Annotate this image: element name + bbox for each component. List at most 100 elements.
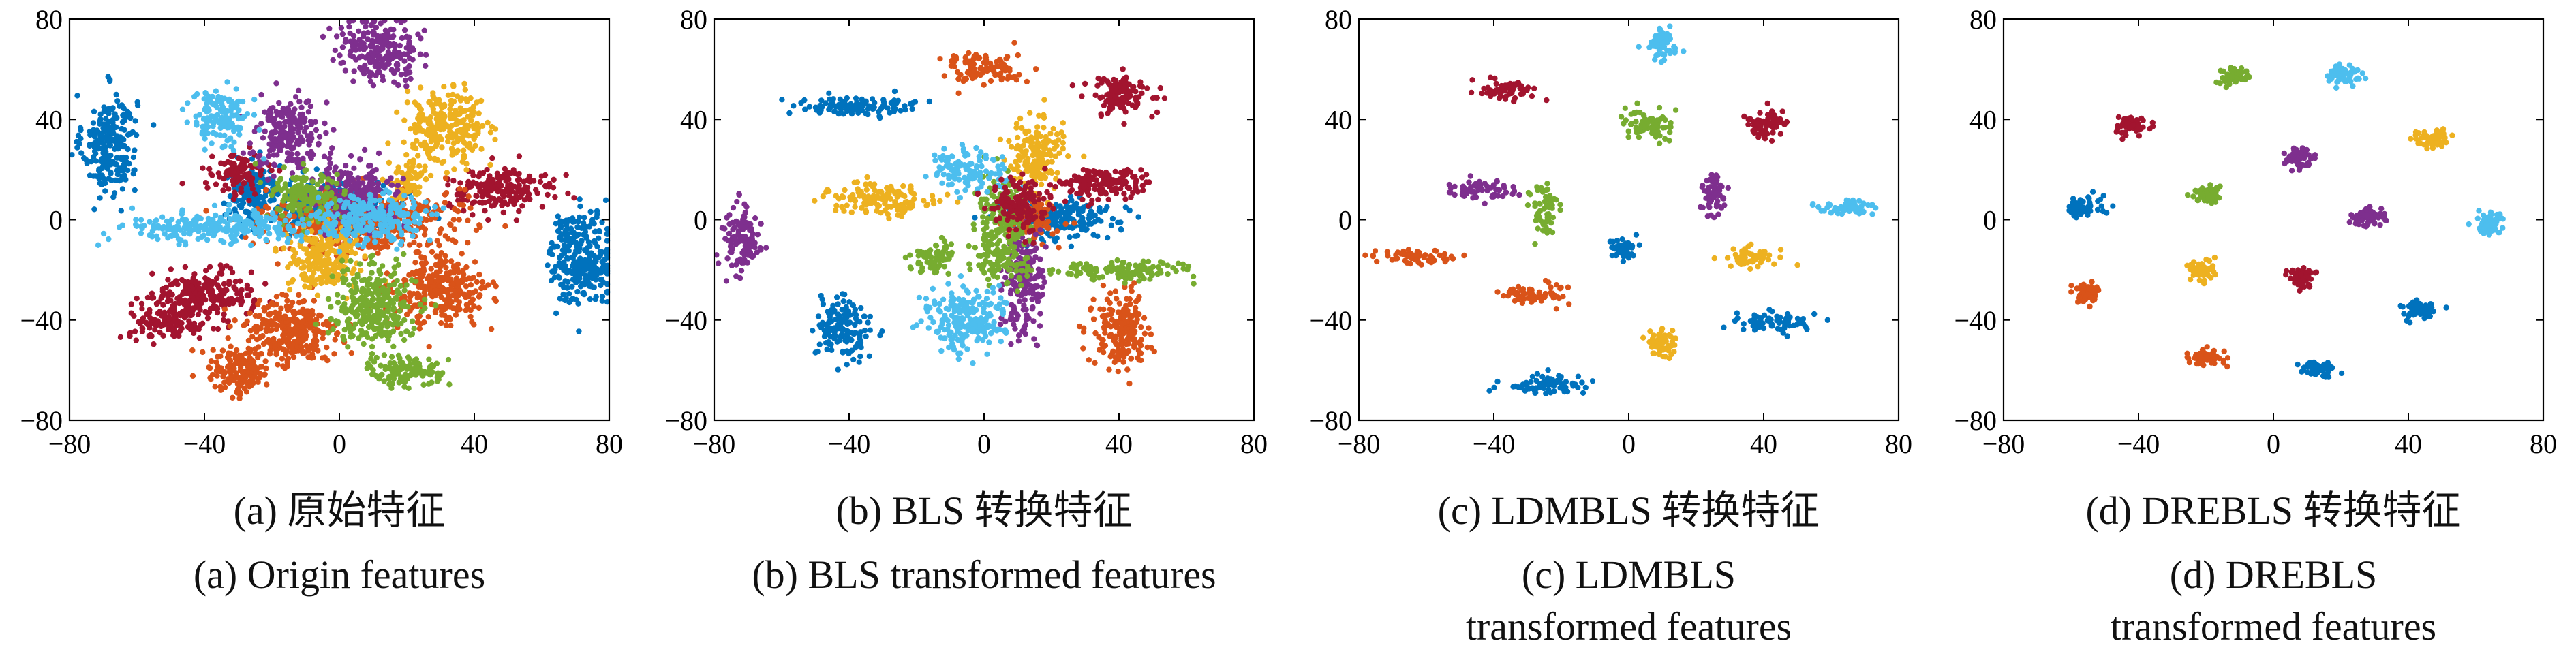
- data-point: [370, 318, 376, 325]
- data-point: [438, 226, 444, 232]
- data-point: [230, 394, 236, 401]
- data-point: [106, 236, 112, 243]
- data-point: [91, 108, 97, 114]
- data-point: [580, 270, 586, 277]
- data-point: [386, 56, 392, 62]
- data-point: [442, 175, 449, 181]
- data-point: [277, 176, 283, 182]
- data-point: [438, 304, 444, 310]
- data-point: [288, 145, 294, 151]
- data-point: [564, 225, 570, 232]
- data-point: [334, 171, 340, 178]
- data-point: [450, 83, 457, 89]
- data-point: [352, 279, 358, 286]
- data-point: [371, 32, 377, 38]
- cluster-9: [189, 335, 294, 401]
- data-points: [69, 18, 611, 401]
- data-point: [119, 125, 125, 132]
- data-point: [474, 121, 480, 127]
- data-point: [417, 84, 424, 91]
- data-point: [230, 178, 236, 184]
- data-point: [457, 186, 463, 192]
- data-point: [566, 291, 572, 297]
- data-point: [231, 225, 237, 232]
- data-point: [252, 370, 259, 377]
- data-point: [438, 125, 445, 132]
- data-point: [354, 274, 361, 280]
- data-point: [401, 117, 408, 123]
- data-point: [311, 281, 318, 287]
- data-point: [129, 129, 136, 136]
- data-point: [367, 74, 373, 80]
- data-point: [450, 140, 457, 146]
- data-point: [269, 322, 276, 328]
- data-point: [187, 326, 194, 333]
- data-point: [214, 306, 221, 312]
- data-point: [346, 282, 352, 288]
- data-point: [490, 279, 497, 285]
- data-point: [213, 359, 219, 366]
- data-point: [416, 184, 423, 190]
- data-point: [284, 307, 291, 313]
- data-point: [357, 305, 363, 311]
- data-point: [487, 129, 494, 136]
- data-point: [290, 277, 296, 283]
- data-point: [457, 202, 463, 208]
- data-point: [386, 333, 392, 339]
- data-point: [347, 170, 354, 177]
- data-point: [251, 207, 258, 214]
- data-point: [326, 25, 333, 32]
- data-point: [131, 313, 137, 319]
- data-point: [416, 102, 422, 109]
- data-point: [232, 360, 239, 366]
- data-point: [107, 142, 113, 149]
- data-point: [361, 297, 367, 303]
- data-point: [102, 144, 109, 151]
- data-point: [386, 282, 393, 289]
- data-point: [456, 217, 462, 223]
- data-point: [357, 156, 363, 162]
- data-point: [284, 239, 290, 245]
- data-point: [241, 219, 248, 225]
- data-point: [403, 183, 410, 189]
- data-point: [246, 349, 253, 356]
- data-point: [429, 146, 436, 152]
- data-point: [194, 122, 200, 128]
- data-point: [563, 217, 570, 223]
- data-point: [247, 140, 253, 146]
- data-point: [226, 202, 232, 208]
- data-point: [218, 216, 225, 222]
- data-point: [276, 99, 282, 106]
- data-point: [279, 356, 286, 362]
- data-point: [93, 151, 99, 157]
- data-point: [262, 281, 269, 287]
- data-point: [583, 247, 589, 253]
- data-point: [177, 310, 183, 317]
- data-point: [385, 140, 391, 146]
- data-point: [252, 171, 258, 178]
- data-point: [113, 91, 119, 98]
- data-point: [195, 311, 202, 317]
- data-point: [228, 217, 234, 223]
- data-point: [119, 222, 126, 228]
- data-point: [333, 331, 340, 337]
- data-point: [557, 296, 563, 302]
- data-point: [265, 337, 271, 343]
- data-point: [304, 257, 311, 264]
- data-point: [295, 220, 301, 227]
- data-point: [310, 354, 316, 360]
- data-point: [418, 273, 424, 279]
- data-point: [408, 332, 414, 338]
- data-point: [301, 334, 307, 341]
- data-point: [287, 132, 293, 138]
- data-point: [204, 130, 211, 136]
- data-point: [341, 301, 348, 307]
- data-point: [369, 42, 375, 48]
- data-point: [132, 187, 138, 193]
- data-point: [475, 130, 481, 136]
- data-point: [436, 243, 442, 249]
- data-point: [332, 337, 338, 343]
- data-point: [495, 196, 502, 202]
- data-point: [243, 373, 249, 380]
- data-point: [324, 279, 330, 285]
